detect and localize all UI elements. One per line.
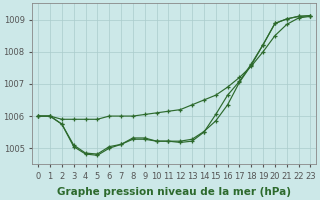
X-axis label: Graphe pression niveau de la mer (hPa): Graphe pression niveau de la mer (hPa) [57, 187, 291, 197]
